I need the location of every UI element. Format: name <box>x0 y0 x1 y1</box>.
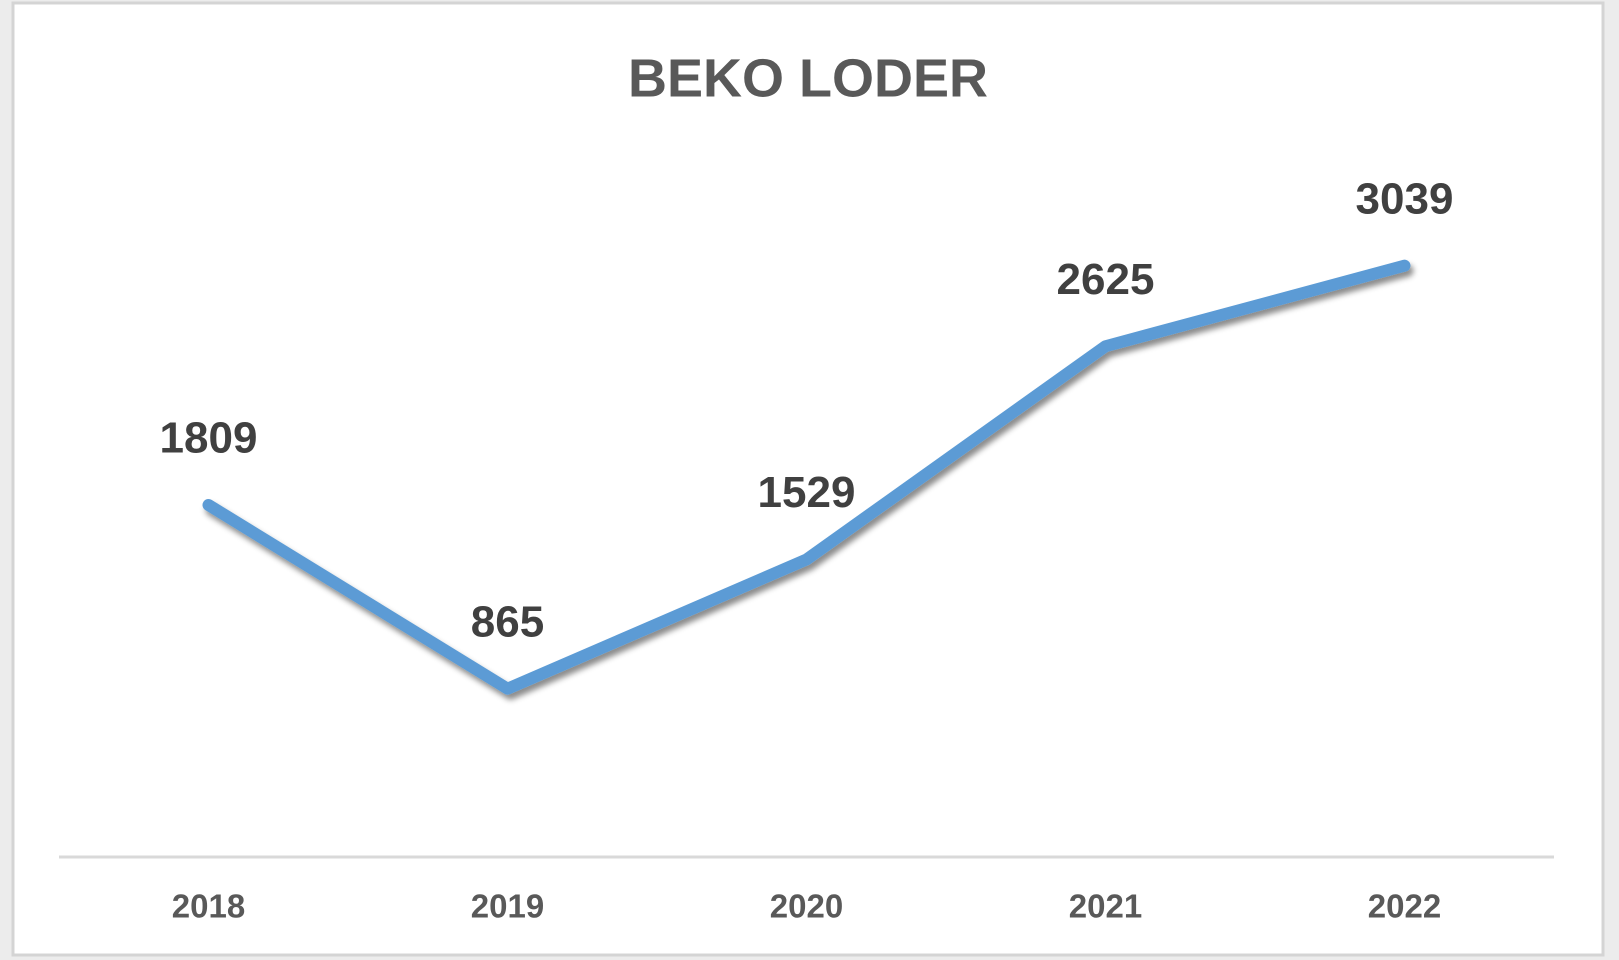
chart-frame <box>11 1 1605 957</box>
data-label: 1529 <box>758 468 856 517</box>
x-tick-label: 2021 <box>1069 888 1142 925</box>
data-label: 1809 <box>160 414 258 463</box>
x-tick-label: 2022 <box>1368 888 1441 925</box>
data-label: 2625 <box>1057 255 1155 304</box>
data-label: 3039 <box>1356 174 1454 223</box>
x-tick-label: 2020 <box>770 888 843 925</box>
chart-title: BEKO LODER <box>628 48 988 108</box>
series-line <box>202 259 1411 695</box>
x-tick-label: 2019 <box>471 888 544 925</box>
x-tick-label: 2018 <box>172 888 245 925</box>
data-label: 865 <box>471 597 544 646</box>
